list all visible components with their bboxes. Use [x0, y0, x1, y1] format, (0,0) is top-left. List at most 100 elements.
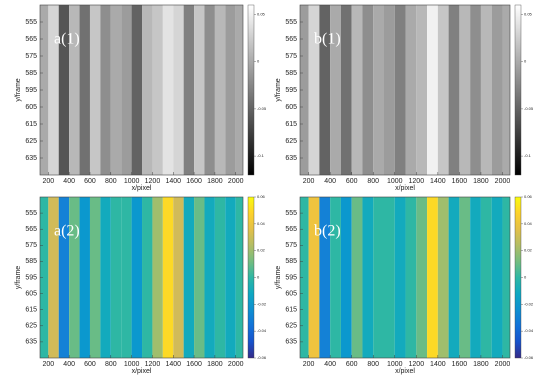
heat-stripe: [48, 5, 59, 175]
heat-stripe: [340, 197, 352, 358]
heat-stripe: [152, 197, 163, 358]
x-tick-label: 1600: [186, 178, 202, 185]
y-tick-label: 565: [285, 36, 297, 43]
heat-stripe: [502, 197, 510, 358]
heat-stripe: [100, 5, 111, 175]
heat-stripe: [214, 5, 226, 175]
x-tick-label: 800: [367, 361, 379, 368]
heat-stripe: [330, 5, 341, 175]
x-tick-label: 2000: [228, 361, 244, 368]
x-tick-label: 200: [42, 178, 54, 185]
y-tick-label: 605: [25, 104, 37, 111]
x-tick-label: 1600: [452, 178, 468, 185]
x-axis-label: x/pixel: [132, 368, 152, 375]
heat-stripe: [437, 5, 449, 175]
heat-stripe: [69, 197, 80, 358]
heat-stripe: [384, 5, 395, 175]
colorbar-tick-label: 0.02: [524, 248, 533, 253]
heat-stripe: [502, 5, 510, 175]
y-tick-label: 555: [25, 210, 37, 217]
heat-stripe: [58, 5, 70, 175]
y-tick-label: 575: [285, 53, 297, 60]
heat-stripe: [142, 5, 153, 175]
y-tick-label: 585: [285, 70, 297, 77]
heat-stripe: [300, 5, 309, 175]
x-tick-label: 400: [63, 178, 75, 185]
x-tick-label: 200: [303, 178, 315, 185]
y-tick-label: 615: [285, 121, 297, 128]
colorbar: [247, 196, 255, 359]
heat-stripe: [110, 5, 122, 175]
x-tick-label: 800: [105, 361, 117, 368]
colorbar: [514, 196, 522, 359]
heat-stripe: [89, 197, 101, 358]
y-tick-label: 595: [25, 87, 37, 94]
x-tick-label: 1600: [452, 361, 468, 368]
heat-stripe: [183, 5, 195, 175]
heat-stripe: [225, 197, 236, 358]
y-tick-label: 565: [285, 226, 297, 233]
x-tick-label: 600: [84, 178, 96, 185]
y-tick-label: 595: [25, 274, 37, 281]
y-tick-label: 575: [25, 53, 37, 60]
panel-label: a(1): [54, 31, 80, 48]
heat-stripe: [40, 5, 49, 175]
y-axis-label: y/frame: [275, 78, 282, 101]
colorbar-tick-label: -0.04: [257, 328, 267, 333]
y-axis-label: y/frame: [15, 266, 22, 289]
panel-label: b(2): [314, 223, 341, 240]
x-tick-label: 2000: [228, 178, 244, 185]
colorbar-tick-label: 0: [524, 275, 527, 280]
colorbar-tick-label: -0.05: [257, 106, 267, 111]
x-tick-label: 200: [42, 361, 54, 368]
colorbar-tick-label: -0.1: [257, 153, 265, 158]
heat-stripe: [235, 197, 243, 358]
x-tick-label: 1200: [409, 361, 425, 368]
y-tick-label: 585: [285, 258, 297, 265]
x-tick-label: 600: [346, 178, 358, 185]
colorbar-tick-label: -0.1: [524, 153, 532, 158]
heat-stripe: [173, 5, 184, 175]
heat-stripe: [416, 5, 428, 175]
heat-stripe: [480, 5, 492, 175]
heat-stripe: [308, 5, 320, 175]
colorbar-tick-label: 0.02: [257, 248, 266, 253]
x-tick-label: 400: [63, 361, 75, 368]
panel-label: a(2): [54, 223, 80, 240]
y-tick-label: 625: [25, 138, 37, 145]
heat-stripe: [121, 5, 132, 175]
x-tick-label: 1000: [387, 361, 403, 368]
heat-stripe: [79, 197, 90, 358]
heat-stripe: [183, 197, 195, 358]
heat-stripe: [110, 197, 122, 358]
y-tick-label: 615: [25, 121, 37, 128]
y-tick-label: 635: [285, 155, 297, 162]
x-tick-label: 1400: [165, 361, 181, 368]
x-tick-label: 600: [84, 361, 96, 368]
y-tick-label: 585: [25, 258, 37, 265]
heat-stripe: [131, 197, 143, 358]
x-tick-label: 1000: [124, 178, 140, 185]
x-axis-label: x/pixel: [395, 185, 415, 192]
panel-label: b(1): [314, 31, 341, 48]
y-tick-label: 635: [25, 155, 37, 162]
heat-stripe: [319, 197, 331, 358]
heat-stripe: [214, 197, 226, 358]
y-tick-label: 595: [285, 274, 297, 281]
x-tick-label: 400: [324, 361, 336, 368]
heat-stripe: [405, 5, 417, 175]
heat-stripe: [204, 5, 215, 175]
x-tick-label: 1800: [207, 178, 223, 185]
y-tick-label: 565: [25, 226, 37, 233]
x-tick-label: 800: [105, 178, 117, 185]
heat-stripe: [58, 197, 70, 358]
heat-stripe: [40, 197, 49, 358]
y-tick-label: 605: [25, 290, 37, 297]
colorbar-tick-label: 0: [524, 59, 527, 64]
y-tick-label: 625: [285, 323, 297, 330]
heat-stripe: [427, 197, 438, 358]
colorbar: [514, 4, 522, 176]
heat-stripe: [121, 197, 132, 358]
x-tick-label: 200: [303, 361, 315, 368]
heat-stripe: [100, 197, 111, 358]
